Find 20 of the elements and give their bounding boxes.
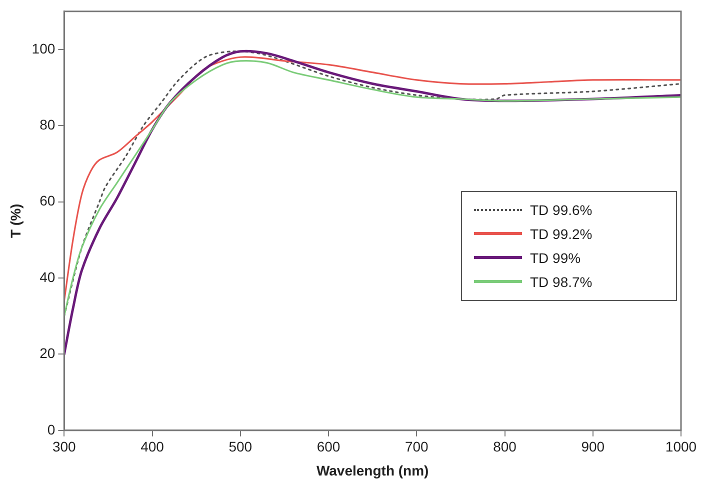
- y-axis-title: T (%): [7, 204, 24, 238]
- legend-label: TD 99.6%: [530, 202, 592, 218]
- x-axis-title: Wavelength (nm): [316, 462, 429, 478]
- legend-label: TD 99.2%: [530, 226, 592, 242]
- x-tick-label: 700: [404, 438, 429, 455]
- y-tick-label: 60: [40, 192, 56, 209]
- x-tick-label: 400: [140, 438, 164, 455]
- x-tick-label: 900: [581, 438, 605, 455]
- y-tick-label: 0: [47, 421, 56, 438]
- legend-label: TD 98.7%: [530, 274, 592, 290]
- x-tick-label: 1000: [665, 438, 697, 455]
- y-tick-label: 40: [40, 268, 56, 285]
- y-tick-label: 80: [40, 116, 56, 133]
- y-tick-label: 20: [40, 345, 56, 362]
- x-tick-label: 300: [52, 438, 76, 455]
- x-tick-label: 800: [493, 438, 517, 455]
- x-tick-label: 600: [316, 438, 340, 455]
- y-tick-label: 100: [32, 40, 56, 56]
- x-tick-label: 500: [228, 438, 252, 455]
- legend-label: TD 99%: [530, 250, 581, 266]
